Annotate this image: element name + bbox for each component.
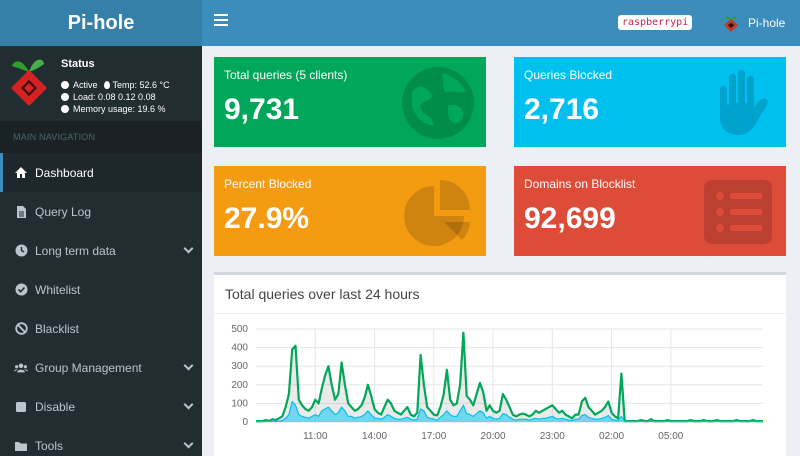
sidebar-item-long-term-data[interactable]: Long term data — [0, 231, 202, 270]
sidebar: Status Active Temp: 52.6 °C Load: 0.08 0… — [0, 46, 202, 456]
queries-over-time-chart[interactable]: 0 100 200 300 400 500 11:00 14:00 17:00 20:00 23:0… — [214, 275, 786, 456]
sidebar-item-label: Long term data — [35, 243, 116, 258]
percent-blocked-label: Percent Blocked — [224, 177, 312, 191]
clock-icon — [14, 244, 28, 258]
file-icon — [14, 205, 28, 219]
status-active: Active — [73, 80, 98, 90]
check-circle-icon — [14, 283, 28, 297]
y-tick-label: 300 — [231, 361, 248, 372]
app-logo-title[interactable]: Pi-hole — [0, 0, 202, 46]
sidebar-item-label: Whitelist — [35, 282, 81, 297]
series-line-1 — [256, 400, 763, 423]
domains-blocklist-box: Domains on Blocklist 92,699 — [514, 166, 786, 256]
total-queries-value: 9,731 — [224, 93, 300, 126]
series-area-0 — [256, 332, 763, 422]
sidebar-item-dashboard[interactable]: Dashboard — [0, 153, 202, 192]
sidebar-item-label: Disable — [35, 399, 76, 414]
home-icon — [14, 166, 28, 180]
status-load-line: Load: 0.08 0.12 0.08 — [61, 92, 156, 102]
x-tick-label: 17:00 — [421, 431, 446, 442]
sidebar-item-disable[interactable]: Disable — [0, 387, 202, 426]
ban-icon — [14, 322, 28, 336]
status-temp: Temp: 52.6 °C — [112, 80, 170, 90]
total-queries-label: Total queries (5 clients) — [224, 68, 348, 82]
percent-blocked-value: 27.9% — [224, 202, 310, 235]
percent-blocked-box: Percent Blocked 27.9% — [214, 166, 486, 256]
user-label: Pi-hole — [748, 16, 786, 30]
hostname-badge: raspberrypi — [618, 15, 693, 30]
chevron-down-icon — [183, 399, 194, 410]
queries-blocked-value: 2,716 — [524, 93, 600, 126]
status-memory-line: Memory usage: 19.6 % — [61, 104, 166, 114]
status-load: Load: 0.08 0.12 0.08 — [73, 92, 156, 102]
sidebar-item-whitelist[interactable]: Whitelist — [0, 270, 202, 309]
y-tick-label: 400 — [231, 343, 248, 354]
panel-divider — [214, 313, 786, 314]
y-tick-label: 200 — [231, 380, 248, 391]
app-title: Pi-hole — [67, 11, 135, 34]
sidebar-item-tools[interactable]: Tools — [0, 426, 202, 456]
y-tick-label: 0 — [242, 417, 248, 428]
status-title: Status — [61, 58, 95, 70]
users-icon — [14, 361, 28, 375]
status-memory: Memory usage: 19.6 % — [73, 104, 166, 114]
x-tick-label: 20:00 — [481, 431, 506, 442]
queries-blocked-box: Queries Blocked 2,716 — [514, 57, 786, 147]
sidebar-item-label: Blacklist — [35, 321, 80, 336]
x-tick-label: 11:00 — [303, 431, 328, 442]
status-active-line: Active Temp: 52.6 °C — [61, 80, 170, 90]
queries-blocked-label: Queries Blocked — [524, 68, 613, 82]
hand-icon — [720, 70, 768, 135]
x-tick-label: 23:00 — [540, 431, 565, 442]
y-tick-label: 100 — [231, 398, 248, 409]
globe-icon — [402, 67, 474, 139]
y-tick-label: 500 — [231, 324, 248, 335]
status-dot-icon — [61, 93, 69, 101]
chevron-down-icon — [183, 243, 194, 254]
sidebar-item-label: Group Management — [35, 360, 142, 375]
status-panel: Status Active Temp: 52.6 °C Load: 0.08 0… — [0, 46, 202, 121]
sidebar-item-label: Dashboard — [35, 165, 94, 180]
sidebar-item-label: Query Log — [35, 204, 92, 219]
sidebar-item-blacklist[interactable]: Blacklist — [0, 309, 202, 348]
queries-chart-panel: Total queries over last 24 hours 0 100 200… — [214, 272, 786, 456]
domains-blocklist-value: 92,699 — [524, 202, 616, 235]
x-tick-label: 05:00 — [658, 431, 683, 442]
chevron-down-icon — [183, 438, 194, 449]
pihole-logo-icon — [724, 16, 738, 32]
status-dot-icon — [61, 81, 69, 89]
domains-blocklist-label: Domains on Blocklist — [524, 177, 636, 191]
list-icon — [704, 180, 772, 244]
pie-chart-icon — [404, 180, 470, 246]
chart-title: Total queries over last 24 hours — [225, 286, 420, 302]
sidebar-item-query-log[interactable]: Query Log — [0, 192, 202, 231]
temperature-drop-icon — [103, 81, 110, 89]
folder-icon — [14, 439, 28, 453]
sidebar-toggle-icon[interactable] — [214, 14, 228, 28]
top-navbar: raspberrypi Pi-hole — [202, 0, 800, 46]
sidebar-item-group-management[interactable]: Group Management — [0, 348, 202, 387]
stop-icon — [14, 400, 28, 414]
status-dot-icon — [61, 105, 69, 113]
x-tick-label: 02:00 — [599, 431, 624, 442]
total-queries-box: Total queries (5 clients) 9,731 — [214, 57, 486, 147]
pihole-logo-icon — [11, 59, 47, 106]
nav-header: MAIN NAVIGATION — [0, 121, 202, 153]
chevron-down-icon — [183, 360, 194, 371]
user-menu[interactable]: Pi-hole — [722, 0, 785, 46]
x-tick-label: 14:00 — [362, 431, 387, 442]
sidebar-item-label: Tools — [35, 438, 64, 453]
